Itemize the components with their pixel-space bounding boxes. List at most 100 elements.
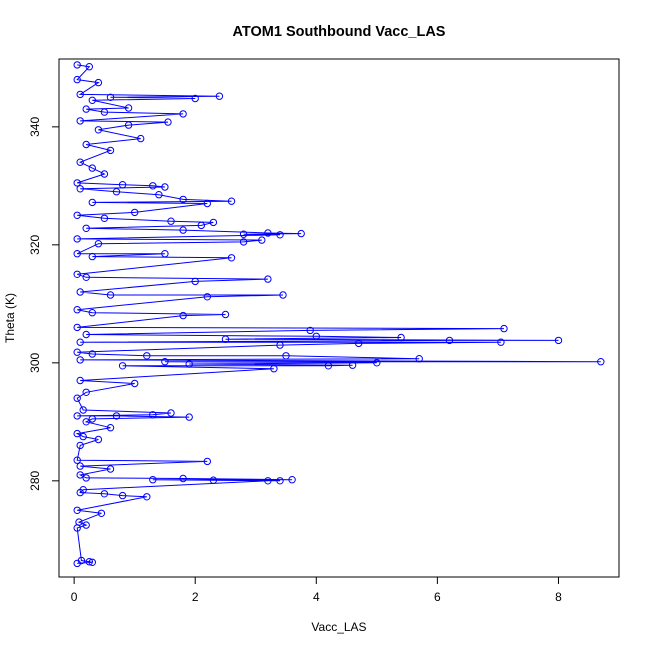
data-point-0-81 (73, 270, 81, 278)
data-point-0-110 (149, 182, 157, 190)
y-tick-label-1: 300 (28, 353, 42, 373)
data-point-0-117 (82, 140, 90, 149)
data-point-0-66 (82, 330, 90, 339)
data-point-0-129 (106, 93, 115, 102)
data-point-0-39 (73, 394, 81, 402)
data-point-0-99 (100, 214, 109, 223)
data-point-0-20 (82, 474, 90, 482)
data-point-0-70 (179, 311, 187, 320)
data-point-0-68 (500, 324, 508, 333)
data-point-0-24 (203, 457, 212, 466)
x-tick-label-1: 2 (192, 590, 199, 604)
data-point-0-6 (75, 518, 83, 526)
data-point-0-2 (85, 558, 94, 566)
data-point-0-1 (88, 558, 97, 566)
data-point-0-92 (297, 229, 305, 238)
data-point-0-108 (76, 185, 84, 193)
series-layer (73, 61, 605, 568)
data-point-0-37 (167, 409, 175, 417)
data-point-0-31 (82, 418, 90, 426)
data-point-0-47 (185, 360, 193, 368)
data-point-0-65 (312, 332, 320, 340)
data-point-0-49 (161, 358, 169, 366)
data-point-0-48 (373, 359, 381, 367)
data-point-0-124 (100, 108, 109, 116)
y-axis: 280 300 320 340 (28, 117, 60, 491)
data-point-0-106 (155, 191, 163, 199)
data-point-0-62 (554, 336, 563, 345)
data-point-0-51 (76, 356, 84, 364)
x-tick-label-3: 6 (434, 590, 441, 604)
data-point-0-71 (221, 310, 230, 319)
data-point-0-90 (276, 231, 284, 239)
data-point-0-42 (76, 376, 84, 385)
data-point-0-21 (76, 471, 84, 479)
y-tick-label-0: 280 (28, 471, 42, 491)
data-point-0-58 (355, 339, 363, 348)
x-tick-label-0: 0 (71, 590, 78, 604)
data-point-0-119 (94, 126, 103, 134)
data-point-0-128 (191, 94, 199, 103)
data-point-0-118 (137, 134, 145, 143)
data-point-0-80 (82, 273, 90, 281)
data-point-0-72 (88, 309, 97, 317)
data-point-0-120 (124, 121, 133, 129)
data-point-0-11 (100, 490, 109, 498)
data-point-0-33 (185, 413, 193, 421)
data-point-0-79 (264, 275, 272, 283)
data-point-0-57 (276, 341, 284, 349)
data-point-0-52 (415, 355, 423, 363)
data-point-0-15 (276, 477, 284, 485)
data-point-0-73 (73, 306, 81, 314)
chart-title: ATOM1 Southbound Vacc_LAS (233, 24, 446, 40)
data-point-0-43 (270, 365, 278, 373)
data-point-0-30 (106, 424, 115, 432)
data-point-0-115 (76, 158, 84, 166)
series-0-line (75, 64, 601, 564)
data-point-0-103 (88, 198, 97, 207)
data-point-0-104 (227, 197, 236, 205)
data-point-0-97 (209, 218, 218, 227)
data-point-0-9 (143, 493, 151, 501)
data-point-0-135 (73, 61, 81, 69)
data-point-0-91 (239, 230, 248, 238)
data-point-0-130 (215, 92, 224, 100)
x-axis: 0 2 4 6 8 (71, 576, 562, 604)
data-point-0-133 (73, 75, 81, 84)
data-point-0-14 (264, 477, 272, 485)
data-point-0-77 (76, 288, 84, 296)
data-point-0-17 (149, 476, 157, 484)
data-point-0-16 (209, 476, 218, 484)
data-point-0-114 (88, 164, 97, 172)
data-point-0-95 (82, 224, 90, 233)
data-point-0-54 (143, 352, 151, 360)
data-point-0-112 (73, 179, 81, 187)
data-point-0-111 (118, 181, 127, 189)
data-point-0-78 (191, 277, 199, 286)
data-point-0-89 (73, 235, 81, 243)
data-point-0-96 (197, 221, 206, 230)
data-point-0-60 (76, 338, 84, 346)
data-point-0-75 (279, 291, 287, 299)
data-point-0-46 (348, 361, 357, 369)
data-point-0-34 (112, 412, 121, 420)
data-point-0-64 (397, 333, 405, 342)
data-point-0-53 (282, 352, 290, 360)
data-point-0-100 (73, 211, 81, 220)
data-point-0-8 (73, 506, 81, 514)
data-point-0-25 (73, 456, 81, 464)
data-point-0-87 (239, 238, 248, 246)
data-point-0-126 (124, 104, 133, 112)
data-point-0-32 (88, 415, 97, 423)
data-point-0-125 (82, 105, 90, 113)
data-point-0-113 (100, 170, 109, 178)
x-tick-label-4: 8 (555, 590, 562, 604)
data-point-0-35 (73, 412, 81, 420)
data-point-0-63 (221, 335, 230, 343)
data-point-0-84 (161, 250, 169, 258)
data-point-0-121 (164, 118, 172, 126)
data-point-0-50 (597, 358, 605, 366)
data-point-0-74 (203, 293, 212, 301)
data-point-0-18 (288, 476, 296, 484)
data-point-0-94 (179, 226, 187, 234)
